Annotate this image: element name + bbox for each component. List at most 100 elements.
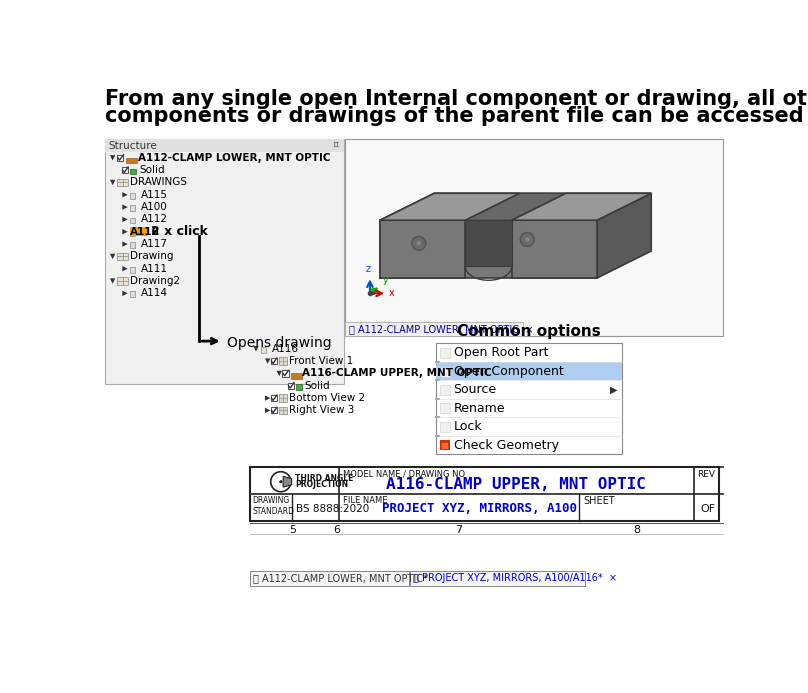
Text: Lock: Lock [453, 420, 482, 433]
Text: MODEL NAME / DRAWING NO: MODEL NAME / DRAWING NO [343, 470, 465, 479]
Bar [436, 344, 622, 455]
Bar [126, 160, 133, 162]
Polygon shape [122, 192, 128, 198]
Circle shape [412, 236, 426, 250]
Bar [126, 158, 137, 164]
Text: Common options: Common options [457, 324, 600, 339]
Bar [105, 139, 343, 384]
Text: Solid: Solid [305, 380, 330, 391]
Bar [122, 167, 128, 173]
Text: 8: 8 [633, 525, 640, 535]
Polygon shape [511, 220, 597, 278]
Polygon shape [122, 290, 128, 296]
Bar [440, 441, 450, 450]
Text: 7: 7 [456, 525, 463, 535]
Text: A114: A114 [141, 288, 167, 299]
Text: 5: 5 [289, 525, 296, 535]
Bar [129, 267, 135, 272]
Bar [129, 242, 135, 248]
Polygon shape [110, 179, 116, 185]
Text: A115: A115 [141, 190, 167, 200]
Bar [288, 383, 294, 389]
Text: y: y [382, 275, 388, 285]
Polygon shape [253, 346, 259, 351]
Bar [291, 376, 297, 378]
Text: z: z [366, 264, 371, 274]
Bar [250, 570, 409, 586]
Polygon shape [110, 254, 116, 259]
Polygon shape [465, 220, 511, 266]
Text: Source: Source [453, 383, 497, 396]
Text: A116-CLAMP UPPER, MNT OPTIC: A116-CLAMP UPPER, MNT OPTIC [386, 477, 646, 492]
Circle shape [280, 480, 282, 483]
Text: A116: A116 [271, 344, 298, 354]
Text: 6: 6 [334, 525, 340, 535]
Bar [271, 395, 277, 401]
Text: ▶: ▶ [610, 385, 617, 394]
Polygon shape [511, 193, 651, 220]
Text: A112-CLAMP LOWER, MNT OPTIC: A112-CLAMP LOWER, MNT OPTIC [138, 153, 330, 163]
Bar [129, 227, 147, 236]
Polygon shape [122, 229, 128, 234]
Bar [129, 218, 135, 223]
Bar [280, 394, 287, 402]
Text: Solid: Solid [139, 165, 165, 175]
Text: Right View 3: Right View 3 [288, 405, 354, 415]
Text: A112: A112 [141, 214, 167, 225]
Text: 2 x click: 2 x click [150, 225, 208, 238]
Bar [271, 407, 277, 414]
Polygon shape [265, 358, 271, 364]
Bar [129, 292, 135, 297]
Polygon shape [283, 476, 292, 487]
Text: A111: A111 [141, 264, 167, 274]
Text: PROJECTION: PROJECTION [295, 480, 348, 489]
Bar [117, 277, 128, 285]
Bar [440, 348, 450, 358]
Bar [291, 374, 301, 379]
Bar [129, 205, 135, 211]
Text: 📂 A112-CLAMP LOWER, MNT OPTIC  ×: 📂 A112-CLAMP LOWER, MNT OPTIC × [349, 324, 533, 334]
Bar [117, 155, 124, 161]
Polygon shape [122, 217, 128, 222]
Text: Front View 1: Front View 1 [288, 356, 353, 366]
Circle shape [414, 238, 424, 249]
Text: Open Root Part: Open Root Part [453, 346, 548, 359]
Text: THIRD ANGLE: THIRD ANGLE [295, 474, 353, 483]
Text: REV: REV [697, 470, 715, 479]
Text: From any single open Internal component or drawing, all other: From any single open Internal component … [105, 89, 808, 109]
Text: Drawing: Drawing [130, 252, 174, 261]
Text: 📂 A112-CLAMP LOWER, MNT OPTIC*: 📂 A112-CLAMP LOWER, MNT OPTIC* [253, 573, 427, 584]
Bar [129, 230, 135, 236]
Text: A116-CLAMP UPPER, MNT OPTIC: A116-CLAMP UPPER, MNT OPTIC [302, 369, 492, 378]
Bar [262, 347, 267, 353]
Text: BS 8888:2020: BS 8888:2020 [296, 504, 368, 514]
Bar [129, 193, 135, 199]
Polygon shape [265, 407, 271, 413]
Text: Rename: Rename [453, 402, 505, 414]
Circle shape [520, 233, 534, 247]
Text: Check Geometry: Check Geometry [453, 439, 558, 452]
Text: 📄 PROJECT XYZ, MIRRORS, A100/A116*  ×: 📄 PROJECT XYZ, MIRRORS, A100/A116* × [414, 573, 617, 584]
Bar [410, 570, 585, 586]
Bar [440, 367, 450, 376]
Text: Opens drawing: Opens drawing [226, 335, 331, 350]
Polygon shape [465, 193, 566, 220]
Text: OF: OF [700, 504, 715, 514]
Text: Bottom View 2: Bottom View 2 [288, 393, 364, 403]
Bar [297, 384, 301, 389]
Circle shape [522, 234, 532, 245]
Polygon shape [380, 220, 465, 278]
Polygon shape [122, 241, 128, 247]
Text: Open Component: Open Component [453, 365, 563, 378]
Bar [345, 139, 723, 335]
Polygon shape [597, 193, 651, 278]
Polygon shape [265, 396, 271, 401]
Circle shape [526, 238, 528, 241]
Text: ■: ■ [440, 441, 448, 450]
Text: components or drawings of the parent file can be accessed: components or drawings of the parent fil… [105, 106, 803, 126]
Bar [282, 370, 288, 376]
Bar [440, 385, 450, 395]
Text: x: x [389, 288, 394, 299]
Text: PROJECT XYZ, MIRRORS, A100: PROJECT XYZ, MIRRORS, A100 [381, 502, 577, 515]
Text: DRAWING
STANDARD: DRAWING STANDARD [252, 496, 294, 516]
